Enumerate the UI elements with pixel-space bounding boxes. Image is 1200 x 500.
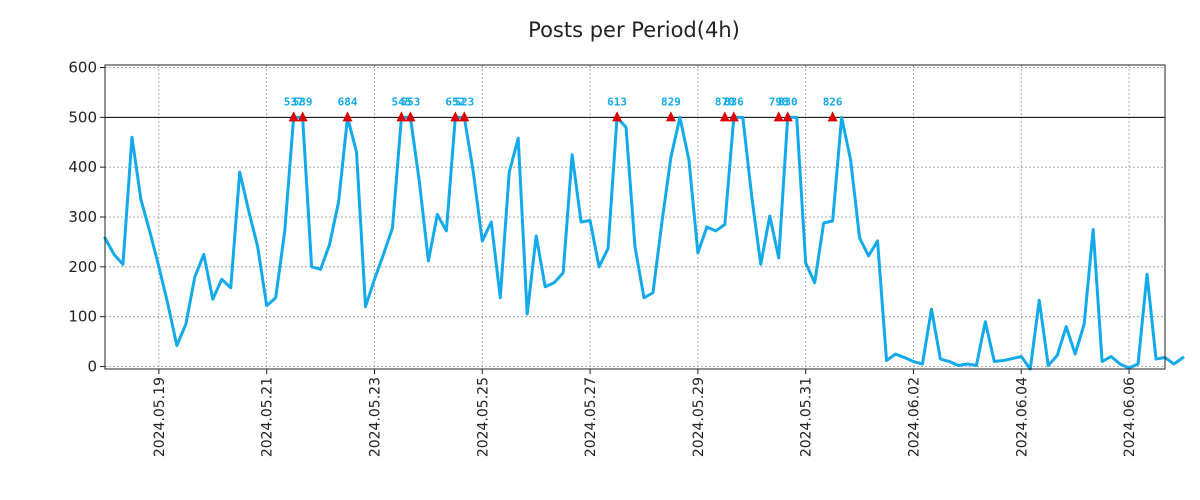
- peak-marker: [405, 111, 416, 122]
- x-tick-label: 2024.05.23: [367, 377, 383, 457]
- peak-marker: [459, 111, 470, 122]
- peak-marker: [773, 111, 784, 122]
- peak-marker: [719, 111, 730, 122]
- x-tick-label: 2024.05.29: [691, 377, 707, 457]
- x-tick-label: 2024.06.06: [1122, 377, 1138, 457]
- series-line-posts: [103, 115, 1185, 371]
- peak-marker: [288, 111, 299, 122]
- peak-marker: [342, 111, 353, 122]
- chart-title: Posts per Period(4h): [528, 18, 740, 42]
- peak-value-label: 798: [769, 95, 789, 108]
- peak-marker: [728, 111, 739, 122]
- peak-value-label: 826: [823, 95, 843, 108]
- peak-markers: [288, 111, 838, 122]
- peak-marker: [612, 111, 623, 122]
- y-tick-label: 300: [68, 208, 97, 226]
- y-tick-label: 600: [68, 58, 97, 76]
- peak-value-label: 545: [392, 95, 412, 108]
- peak-value-label: 830: [778, 95, 798, 108]
- x-tick-label: 2024.06.02: [906, 377, 922, 457]
- x-tick-label: 2024.05.19: [152, 377, 168, 457]
- peak-marker: [450, 111, 461, 122]
- y-tick-label: 500: [68, 108, 97, 126]
- peak-value-label: 613: [607, 95, 627, 108]
- peak-marker: [665, 111, 676, 122]
- peak-marker: [782, 111, 793, 122]
- x-tick-label: 2024.05.31: [799, 377, 815, 457]
- peak-value-label: 684: [338, 95, 358, 108]
- axes-layer: 0 100 200 300 400 500 600 2024.05.19 2024.05.21 2…: [68, 58, 1138, 457]
- peak-value-label: 652: [445, 95, 465, 108]
- grid-layer: [105, 65, 1165, 369]
- peak-value-label: 870: [715, 95, 735, 108]
- peak-value-label: 523: [454, 95, 474, 108]
- x-tick-label: 2024.06.04: [1014, 377, 1030, 457]
- peak-marker: [297, 111, 308, 122]
- peak-marker: [827, 111, 838, 122]
- peak-value-label: 537: [284, 95, 304, 108]
- plot-frame: [104, 64, 1166, 370]
- peak-value-label: 539: [293, 95, 313, 108]
- x-tick-label: 2024.05.21: [260, 377, 276, 457]
- y-tick-label: 100: [68, 308, 97, 326]
- y-tick-label: 200: [68, 258, 97, 276]
- y-tick-label: 0: [87, 358, 97, 376]
- peak-value-label: 829: [661, 95, 681, 108]
- peak-value-label: 553: [400, 95, 420, 108]
- peak-marker: [396, 111, 407, 122]
- x-tick-label: 2024.05.27: [583, 377, 599, 457]
- x-tick-label: 2024.05.25: [475, 377, 491, 457]
- y-tick-label: 400: [68, 158, 97, 176]
- peak-value-label: 836: [724, 95, 744, 108]
